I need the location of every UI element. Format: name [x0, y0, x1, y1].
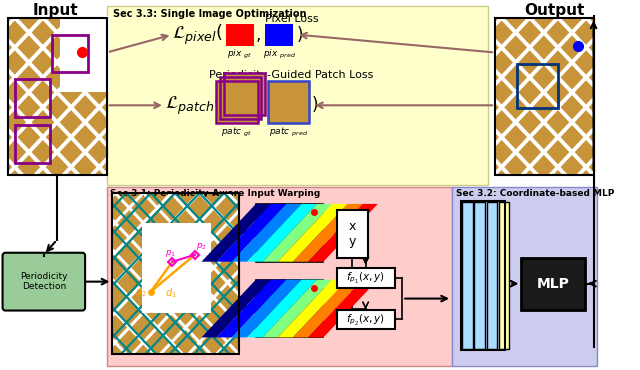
Text: $pix\ _{pred}$: $pix\ _{pred}$: [263, 47, 296, 61]
Bar: [452, 187, 597, 366]
Bar: [8, 18, 107, 175]
Bar: [265, 24, 293, 46]
FancyBboxPatch shape: [3, 253, 85, 310]
Polygon shape: [247, 280, 317, 337]
Bar: [107, 6, 488, 185]
Text: Periodicity
Detection: Periodicity Detection: [20, 272, 68, 291]
Bar: [486, 202, 497, 349]
Text: $p_1$: $p_1$: [235, 227, 248, 239]
Bar: [15, 125, 51, 163]
Bar: [256, 204, 323, 262]
Bar: [516, 64, 558, 108]
Text: Periodicity-Guided Patch Loss: Periodicity-Guided Patch Loss: [209, 70, 374, 80]
Polygon shape: [202, 280, 271, 337]
Text: $patc\ _{gt}$: $patc\ _{gt}$: [221, 126, 253, 139]
Bar: [52, 34, 88, 73]
Bar: [256, 280, 323, 337]
Text: x
y: x y: [349, 220, 356, 248]
Text: ): ): [312, 96, 319, 114]
Text: ,: ,: [260, 93, 266, 111]
Bar: [220, 77, 262, 119]
Polygon shape: [278, 280, 348, 337]
Polygon shape: [202, 204, 271, 262]
Bar: [337, 310, 395, 329]
Polygon shape: [232, 280, 301, 337]
Bar: [462, 202, 472, 349]
Bar: [495, 18, 593, 175]
Text: MLP: MLP: [537, 277, 570, 290]
Text: Sec 3.1: Periodicity-Aware Input Warping: Sec 3.1: Periodicity-Aware Input Warping: [111, 189, 321, 198]
Polygon shape: [308, 280, 378, 337]
Polygon shape: [262, 204, 332, 262]
Bar: [216, 81, 258, 123]
Polygon shape: [262, 280, 332, 337]
Bar: [224, 73, 265, 115]
Bar: [107, 187, 452, 366]
Text: Pixel Loss: Pixel Loss: [265, 14, 318, 24]
Text: $\mathcal{L}_{pixel}($: $\mathcal{L}_{pixel}($: [172, 23, 223, 47]
Text: Input: Input: [32, 3, 78, 18]
Bar: [60, 16, 109, 92]
Polygon shape: [293, 204, 362, 262]
Bar: [474, 202, 484, 349]
Bar: [8, 18, 107, 175]
Text: Output: Output: [524, 3, 584, 18]
Polygon shape: [293, 280, 362, 337]
Bar: [142, 223, 211, 313]
Text: $pix\ _{gt}$: $pix\ _{gt}$: [227, 47, 253, 61]
Text: $d_1$: $d_1$: [165, 287, 177, 300]
Bar: [15, 80, 51, 117]
Text: $f_{p_2}(x,y)$: $f_{p_2}(x,y)$: [346, 312, 385, 327]
Polygon shape: [278, 204, 348, 262]
Polygon shape: [217, 204, 286, 262]
Text: $p_1$: $p_1$: [165, 248, 176, 259]
Text: $patc\ _{pred}$: $patc\ _{pred}$: [269, 126, 308, 139]
Bar: [216, 81, 258, 123]
Text: Sec 3.2: Coordinate-based MLP: Sec 3.2: Coordinate-based MLP: [456, 189, 614, 198]
Polygon shape: [232, 204, 301, 262]
Bar: [8, 18, 107, 175]
Bar: [495, 18, 593, 175]
Text: $d_2$: $d_2$: [135, 286, 147, 299]
Text: $p_2$: $p_2$: [196, 241, 207, 252]
Text: $f_{p_1}(x,y)$: $f_{p_1}(x,y)$: [346, 270, 385, 285]
Bar: [522, 258, 585, 310]
Polygon shape: [308, 204, 378, 262]
Polygon shape: [247, 204, 317, 262]
Bar: [224, 73, 265, 115]
Text: Sec 3.3: Single Image Optimization: Sec 3.3: Single Image Optimization: [113, 9, 307, 18]
Bar: [337, 210, 369, 258]
Bar: [461, 201, 506, 350]
Text: $\mathcal{L}_{patch}($: $\mathcal{L}_{patch}($: [165, 93, 221, 117]
Polygon shape: [217, 280, 286, 337]
Bar: [226, 24, 254, 46]
Bar: [268, 81, 309, 123]
Text: $p_2$: $p_2$: [235, 302, 248, 313]
Text: ): ): [296, 26, 303, 44]
Bar: [113, 193, 239, 354]
Bar: [113, 193, 239, 354]
Bar: [499, 202, 509, 349]
Bar: [337, 268, 395, 287]
Bar: [268, 81, 309, 123]
Bar: [220, 77, 262, 119]
Text: ,: ,: [256, 26, 261, 44]
